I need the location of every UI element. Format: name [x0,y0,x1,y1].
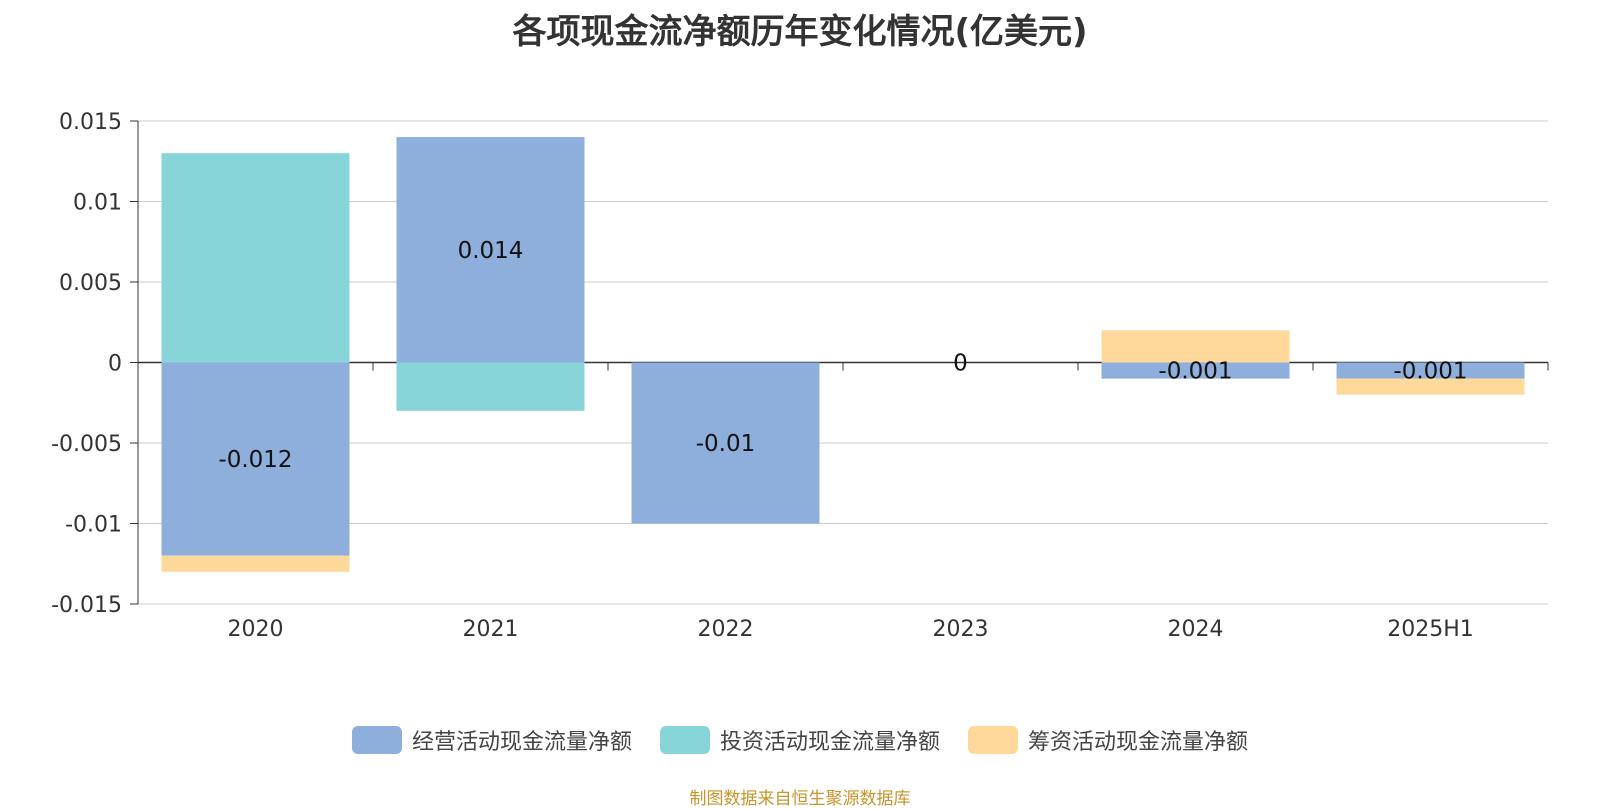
legend-label-investing: 投资活动现金流量净额 [719,730,940,755]
bar-2020-series-2 [161,555,350,572]
legend-swatch-financing [968,726,1018,754]
legend-label-financing: 筹资活动现金流量净额 [1028,730,1249,755]
x-tick-label-2024: 2024 [1168,617,1224,642]
x-tick-label-2021: 2021 [463,617,519,642]
y-tick-label: -0.015 [51,593,122,618]
bar-2025H1-series-2 [1336,378,1525,395]
y-tick-label: 0.01 [73,191,122,216]
bar-2024-series-0 [1101,362,1290,379]
data-source-note: 制图数据来自恒生聚源数据库 [689,789,911,809]
legend: 经营活动现金流量净额 投资活动现金流量净额 筹资活动现金流量净额 [0,724,1600,756]
legend-label-operating: 经营活动现金流量净额 [411,730,632,755]
bar-2020-series-0 [161,362,350,556]
x-tick-label-2025H1: 2025H1 [1387,617,1474,642]
x-tick-label-2020: 2020 [228,617,284,642]
x-tick-label-2022: 2022 [698,617,754,642]
data-label-2025H1: -0.001 [1393,359,1467,385]
y-tick-label: -0.01 [65,513,122,538]
y-tick-label: 0 [108,352,122,377]
legend-item-operating[interactable]: 经营活动现金流量净额 [351,724,632,756]
bar-2021-series-1 [396,362,585,411]
legend-swatch-investing [659,726,710,754]
cash-flow-chart: 0.015 0.01 0.005 0 -0.005 -0.01 -0.015 -0.012 20… [51,110,1549,642]
legend-swatch-operating [351,726,402,754]
y-tick-label: 0.015 [59,110,122,135]
data-label-2023: 0 [953,351,968,377]
data-label-2022: -0.01 [696,431,756,457]
chart-title: 各项现金流净额历年变化情况(亿美元) [512,12,1088,52]
bar-2024-series-2 [1101,330,1290,363]
bar-2021-series-0 [396,137,585,363]
y-tick-label: 0.005 [59,271,122,296]
y-tick-label: -0.005 [51,432,122,457]
legend-item-investing[interactable]: 投资活动现金流量净额 [659,724,940,756]
bar-2022-series-0 [631,362,820,524]
data-label-2020: -0.012 [218,447,292,473]
legend-item-financing[interactable]: 筹资活动现金流量净额 [968,724,1248,756]
bar-2020-series-1 [161,153,350,363]
data-label-2021: 0.014 [458,238,524,264]
bar-2025H1-series-0 [1336,362,1525,379]
data-label-2024: -0.001 [1158,359,1232,385]
x-tick-label-2023: 2023 [933,617,989,642]
